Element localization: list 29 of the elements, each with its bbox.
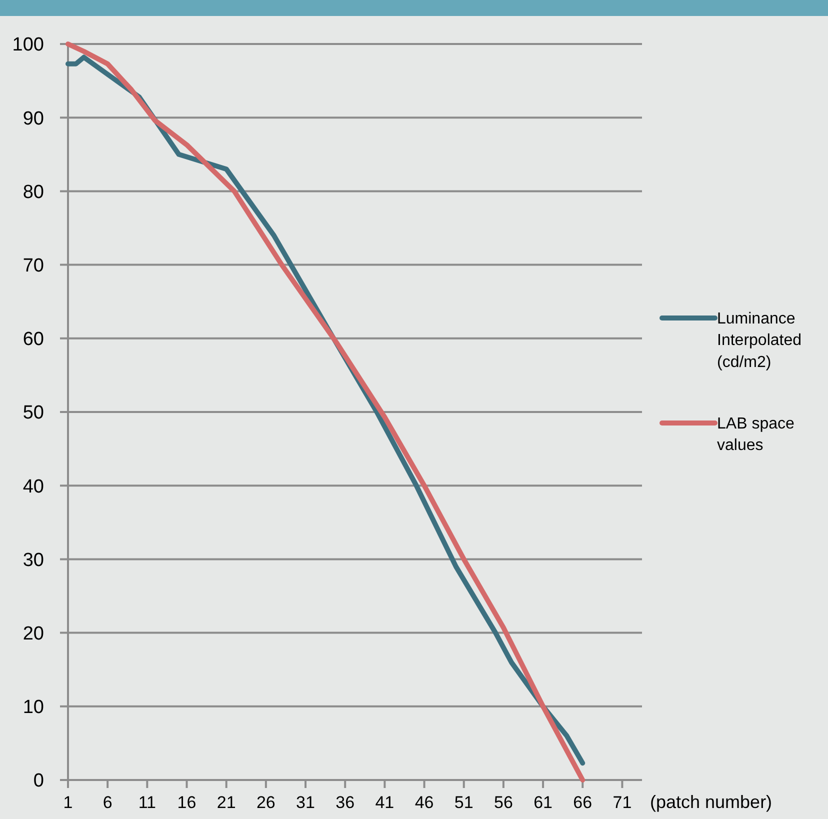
- y-tick-label: 50: [22, 402, 44, 424]
- x-tick-label: 36: [336, 793, 355, 812]
- x-tick-label: 61: [534, 793, 552, 812]
- legend-label: LAB space values: [717, 416, 794, 454]
- y-tick-label: 90: [22, 108, 44, 130]
- x-tick-label: 21: [216, 793, 236, 812]
- x-tick-label: 6: [102, 793, 112, 812]
- x-tick-label: 41: [375, 793, 394, 812]
- y-tick-label: 100: [12, 34, 44, 56]
- x-tick-label: 31: [296, 793, 315, 812]
- legend-label: Luminance Interpolated (cd/m2): [717, 310, 802, 371]
- x-tick-label: 11: [138, 793, 156, 812]
- x-axis-title: (patch number): [650, 792, 772, 812]
- x-tick-label: 51: [454, 793, 474, 812]
- y-tick-label: 10: [22, 697, 44, 718]
- x-tick-label: 16: [177, 793, 196, 812]
- x-tick-label: 56: [494, 793, 513, 812]
- y-tick-label: 30: [22, 550, 44, 571]
- x-tick-label: 46: [414, 793, 434, 812]
- x-tick-label: 26: [256, 793, 276, 812]
- x-tick-label: 66: [573, 793, 592, 812]
- y-tick-label: 80: [22, 182, 44, 203]
- y-tick-label: 20: [22, 623, 44, 644]
- y-tick-label: 0: [33, 770, 44, 792]
- y-tick-label: 70: [22, 255, 44, 276]
- y-tick-label: 60: [22, 329, 44, 350]
- x-tick-label: 1: [63, 793, 73, 812]
- x-tick-label: 71: [612, 793, 632, 812]
- y-tick-label: 40: [22, 476, 44, 498]
